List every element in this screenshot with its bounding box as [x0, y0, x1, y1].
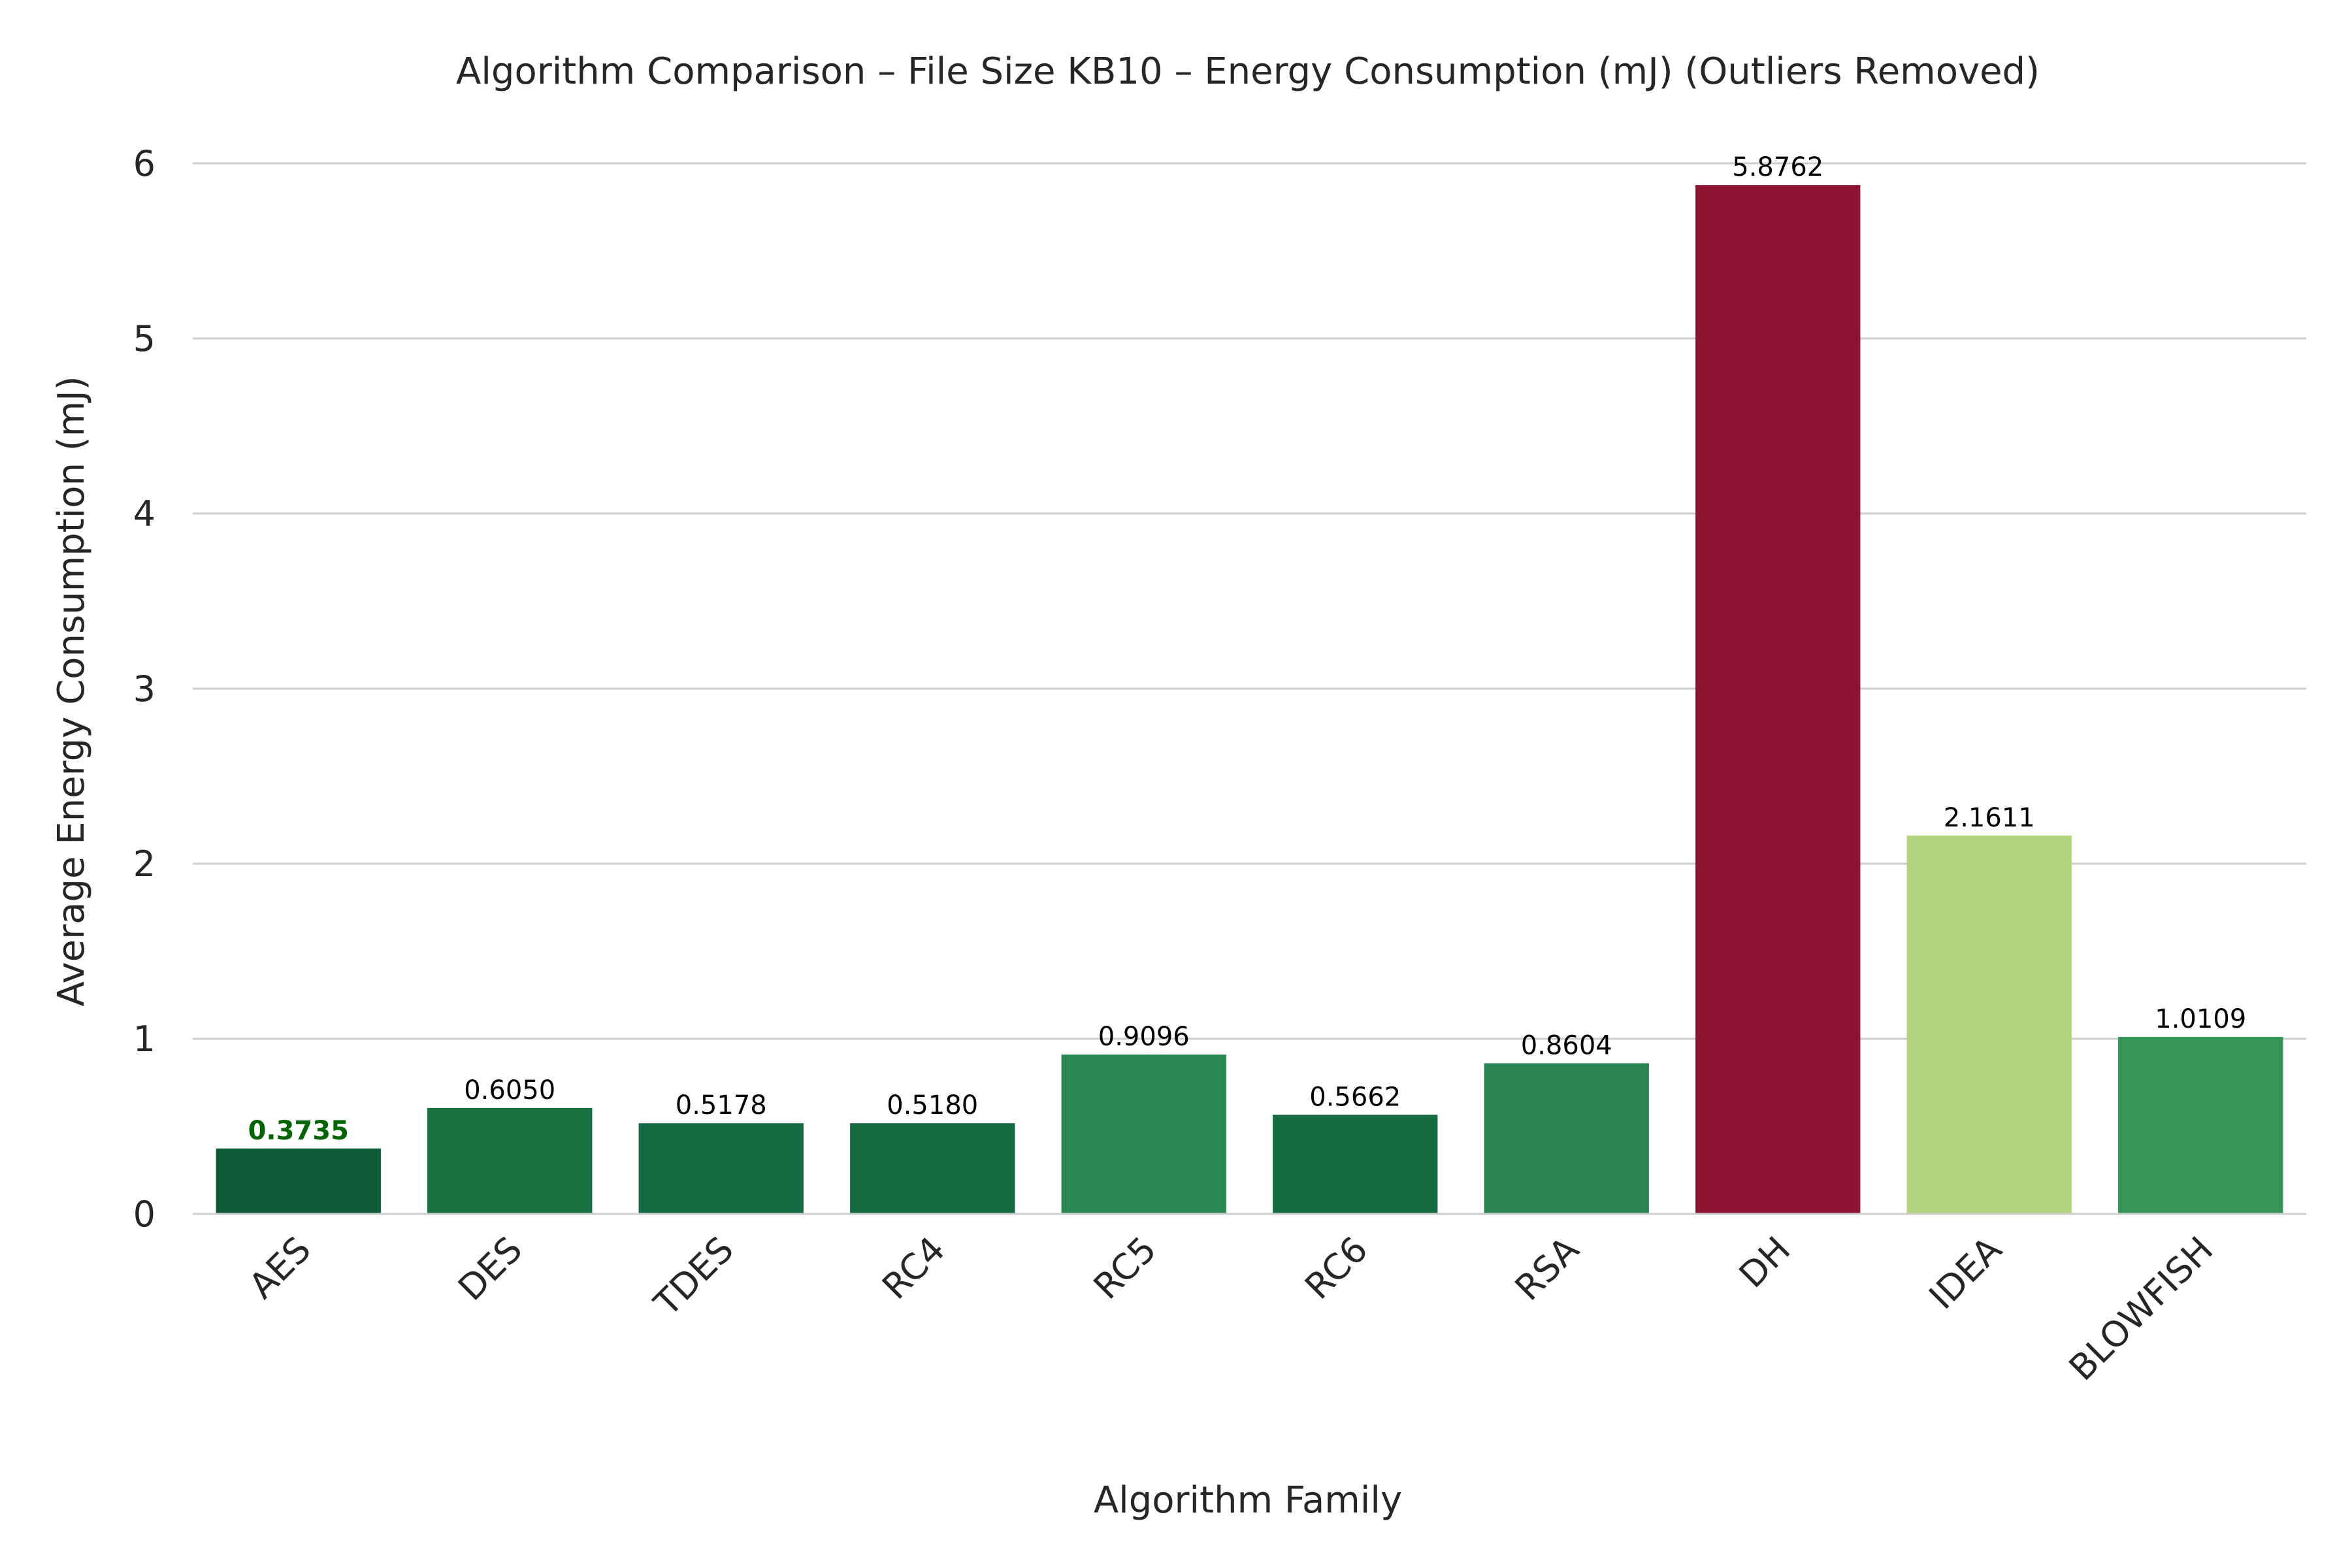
y-tick-label: 4 — [133, 493, 155, 534]
y-tick-label: 1 — [133, 1019, 155, 1060]
bar-value-label: 0.5180 — [887, 1090, 978, 1120]
x-tick-label: RC4 — [874, 1229, 953, 1307]
x-tick-label: TDES — [646, 1229, 742, 1324]
y-tick-label: 3 — [133, 668, 155, 710]
bar-tdes — [638, 1123, 804, 1214]
x-tick-label: IDEA — [1921, 1229, 2010, 1318]
bar-value-label: 5.8762 — [1732, 152, 1823, 182]
bar-value-label: 0.5178 — [676, 1090, 767, 1120]
bar-value-label: 0.3735 — [248, 1116, 349, 1146]
bar-idea — [1906, 835, 2072, 1214]
bar-value-label: 1.0109 — [2155, 1004, 2246, 1034]
x-tick-label: DH — [1731, 1229, 1799, 1296]
x-tick-label: AES — [241, 1229, 319, 1307]
bar-dh — [1695, 185, 1861, 1214]
bar-rc5 — [1061, 1054, 1226, 1214]
y-axis-ticks: 0 1 2 3 4 5 6 — [133, 143, 155, 1235]
bar-rsa — [1484, 1063, 1649, 1214]
bars — [216, 185, 2283, 1214]
y-tick-label: 6 — [133, 143, 155, 184]
chart-title: Algorithm Comparison – File Size KB10 – … — [456, 50, 2040, 93]
bar-value-label: 0.5662 — [1309, 1082, 1401, 1112]
bar-des — [427, 1107, 593, 1214]
y-axis-label: Average Energy Consumption (mJ) — [50, 376, 93, 1006]
y-tick-label: 0 — [133, 1194, 155, 1235]
x-tick-label: BLOWFISH — [2061, 1229, 2221, 1389]
x-axis-label: Algorithm Family — [1094, 1479, 1402, 1522]
bar-value-label: 0.6050 — [464, 1075, 555, 1105]
x-tick-label: RSA — [1507, 1229, 1587, 1309]
bar-value-labels: 0.3735 0.6050 0.5178 0.5180 0.9096 0.5662 0.86… — [248, 152, 2247, 1146]
bar-value-label: 0.9096 — [1098, 1022, 1190, 1052]
x-tick-label: RC6 — [1297, 1229, 1375, 1307]
x-axis-ticks: AES DES TDES RC4 RC5 RC6 RSA DH IDEA BLOWFISH — [241, 1229, 2221, 1389]
bar-value-label: 2.1611 — [1944, 803, 2035, 833]
bar-rc6 — [1273, 1115, 1438, 1214]
y-tick-label: 5 — [133, 318, 155, 359]
bar-value-label: 0.8604 — [1521, 1030, 1612, 1060]
bar-aes — [216, 1148, 381, 1214]
bar-rc4 — [850, 1123, 1015, 1214]
bar-blowfish — [2118, 1037, 2283, 1214]
x-tick-label: DES — [450, 1229, 530, 1309]
y-tick-label: 2 — [133, 843, 155, 885]
x-tick-label: RC5 — [1086, 1229, 1164, 1307]
